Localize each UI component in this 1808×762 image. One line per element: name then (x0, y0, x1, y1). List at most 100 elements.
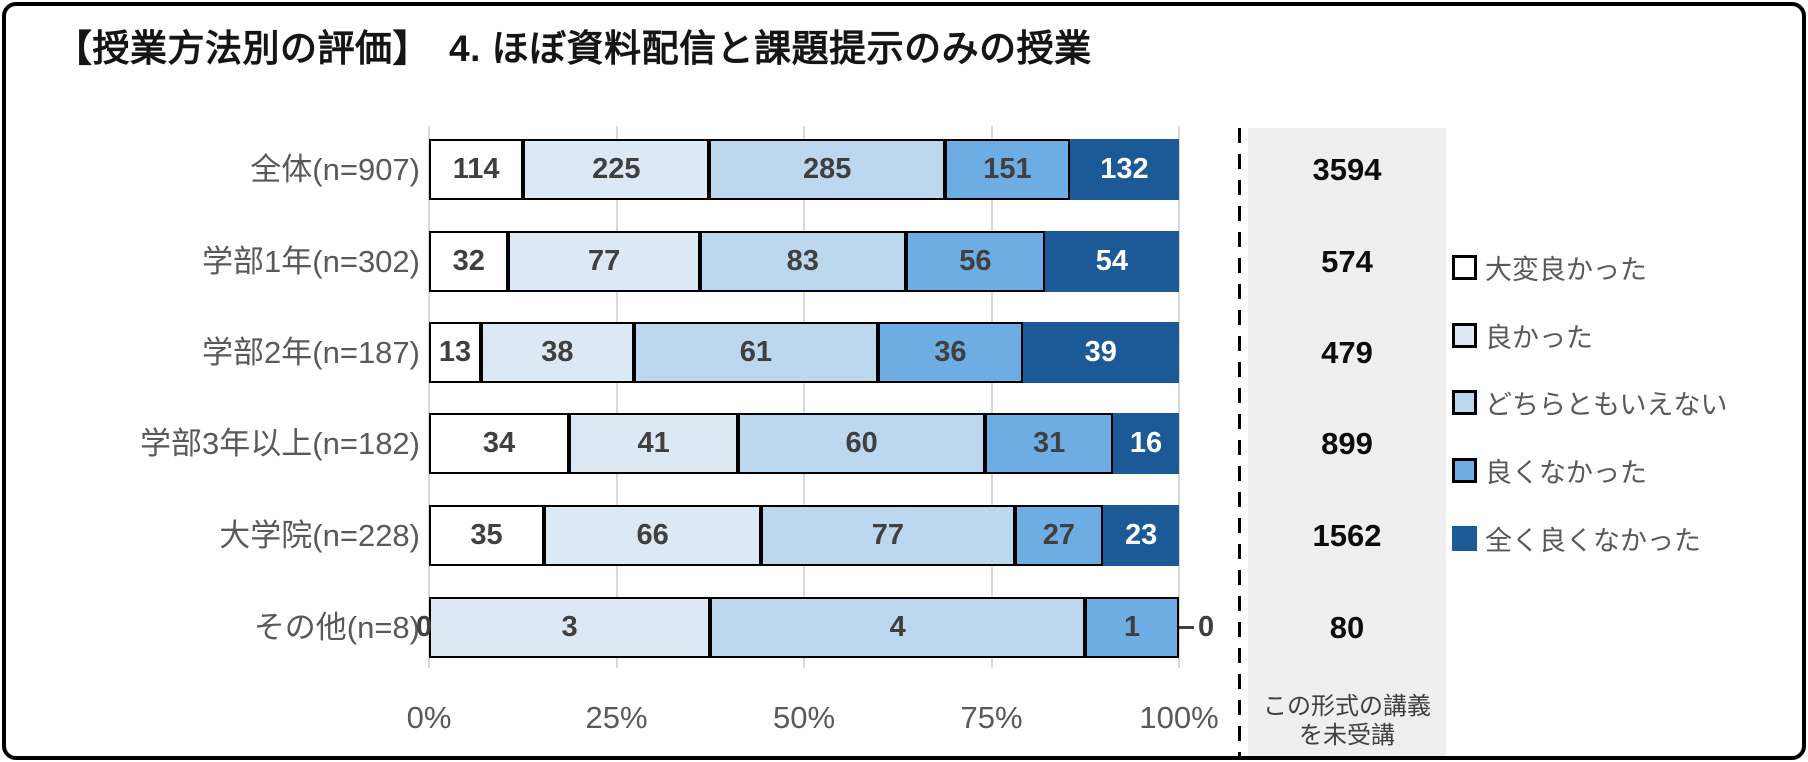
x-axis-tick-label: 50% (772, 700, 836, 735)
stacked-bar: 35 66 77 27 23 (429, 505, 1179, 566)
bar-segment: 35 (429, 505, 545, 566)
bar-segment: 66 (544, 505, 762, 566)
zero-value-label-right: 0 (1179, 597, 1214, 658)
bar-segment: 38 (481, 322, 634, 383)
gridline (615, 126, 618, 668)
not-attended-caption-line1: この形式の講義 (1263, 693, 1431, 721)
segment-value: 23 (1125, 519, 1158, 551)
segment-value: 77 (587, 245, 621, 277)
segment-value: 77 (871, 519, 904, 551)
row-label: 大学院(n=228) (219, 518, 420, 553)
bar-segment: 3 (429, 597, 711, 658)
segment-value: 285 (802, 153, 852, 185)
row-label: 学部3年以上(n=182) (140, 426, 420, 461)
bar-segment: 31 (985, 413, 1114, 474)
bar-segment: 77 (761, 505, 1015, 566)
zero-value-label-left: 0 (416, 611, 433, 643)
legend-label: 大変良かった (1485, 255, 1647, 285)
segment-value: 31 (1033, 427, 1066, 459)
stacked-bar: 0 3 4 1 0 (416, 597, 1214, 658)
not-attended-count: 3594 (1312, 152, 1382, 187)
bar-segment: 27 (1014, 505, 1104, 566)
not-attended-count: 479 (1321, 335, 1373, 370)
segment-value: 61 (739, 336, 772, 368)
segment-value: 3 (561, 611, 578, 643)
legend-item: 良かった (1452, 316, 1593, 355)
segment-value: 66 (636, 519, 669, 551)
segment-value: 16 (1129, 427, 1163, 459)
bar-segment: 56 (905, 231, 1045, 292)
bar-segment: 114 (429, 139, 524, 200)
legend-label: 良くなかった (1485, 458, 1647, 488)
bar-segment: 39 (1022, 322, 1179, 383)
segment-value: 34 (482, 427, 516, 459)
segment-value: 1 (1124, 611, 1141, 643)
gridline (1178, 126, 1180, 668)
bar-segment: 34 (429, 413, 570, 474)
not-attended-count: 899 (1321, 426, 1373, 461)
stacked-bar: 32 77 83 56 54 (429, 231, 1179, 292)
bar-segment: 61 (633, 322, 879, 383)
segment-value: 83 (786, 245, 819, 277)
x-axis-tick-label: 25% (585, 700, 648, 735)
segment-value: 151 (983, 153, 1032, 185)
segment-value: 56 (959, 245, 992, 277)
x-axis-tick-label: 0% (406, 700, 452, 735)
bar-segment: 151 (944, 139, 1070, 200)
segment-value: 225 (592, 153, 641, 185)
segment-value: 27 (1042, 519, 1076, 551)
bar-segment: 13 (429, 322, 482, 383)
bar-segment: 132 (1069, 139, 1179, 200)
segment-value: 4 (889, 611, 906, 643)
bar-segment: 1 (1085, 597, 1179, 658)
bar-segment: 36 (878, 322, 1023, 383)
stacked-bar: 114 225 285 151 132 (429, 139, 1179, 200)
gridline (428, 126, 430, 668)
bar-segment: 60 (738, 413, 986, 474)
legend-marker-icon (1452, 323, 1477, 348)
bar-segment: 41 (569, 413, 739, 474)
segment-value: 32 (452, 245, 485, 277)
bar-segment: 83 (699, 231, 906, 292)
legend-label: 全く良くなかった (1485, 526, 1701, 556)
segment-value: 35 (470, 519, 503, 551)
segment-value: 39 (1084, 336, 1117, 368)
bar-segment: 77 (508, 231, 700, 292)
legend-marker-icon (1452, 390, 1477, 415)
divider-dashed-line (1238, 128, 1241, 756)
bar-segment: 285 (709, 139, 945, 200)
legend-item: 良くなかった (1452, 451, 1647, 490)
row-label: 学部2年(n=187) (202, 335, 420, 370)
segment-value: 132 (1100, 153, 1149, 185)
segment-value: 38 (541, 336, 574, 368)
legend-item: 大変良かった (1452, 248, 1647, 287)
legend-marker-icon (1452, 255, 1477, 280)
segment-value: 60 (845, 427, 878, 459)
segment-value: 54 (1095, 245, 1129, 277)
segment-value: 114 (452, 153, 500, 185)
leader-line (1179, 626, 1194, 629)
bar-segment: 54 (1044, 231, 1179, 292)
legend-item: 全く良くなかった (1452, 519, 1701, 558)
not-attended-count: 1562 (1312, 518, 1382, 553)
legend-item: どちらともいえない (1452, 383, 1727, 422)
not-attended-count: 80 (1329, 610, 1365, 645)
x-axis-tick-label: 75% (960, 700, 1023, 735)
not-attended-caption: この形式の講義 を未受講 (1248, 693, 1446, 750)
legend-marker-icon (1452, 458, 1477, 483)
chart-title: 【授業方法別の評価】 4. ほぼ資料配信と課題提示のみの授業 (55, 28, 1092, 69)
stacked-bar: 34 41 60 31 16 (429, 413, 1179, 474)
gridline (803, 126, 805, 668)
x-axis-tick-label: 100% (1139, 700, 1219, 735)
bar-segment: 32 (429, 231, 509, 292)
row-label: 全体(n=907) (250, 152, 420, 187)
stacked-bar: 13 38 61 36 39 (429, 322, 1179, 383)
not-attended-count: 574 (1321, 244, 1373, 279)
legend-marker-icon (1452, 526, 1477, 551)
bar-segment: 4 (710, 597, 1086, 658)
bar-segment: 23 (1103, 505, 1179, 566)
not-attended-column: この形式の講義 を未受講 3594 574 479 899 1562 80 (1248, 128, 1446, 756)
segment-value: 36 (934, 336, 967, 368)
segment-value: 41 (637, 427, 670, 459)
